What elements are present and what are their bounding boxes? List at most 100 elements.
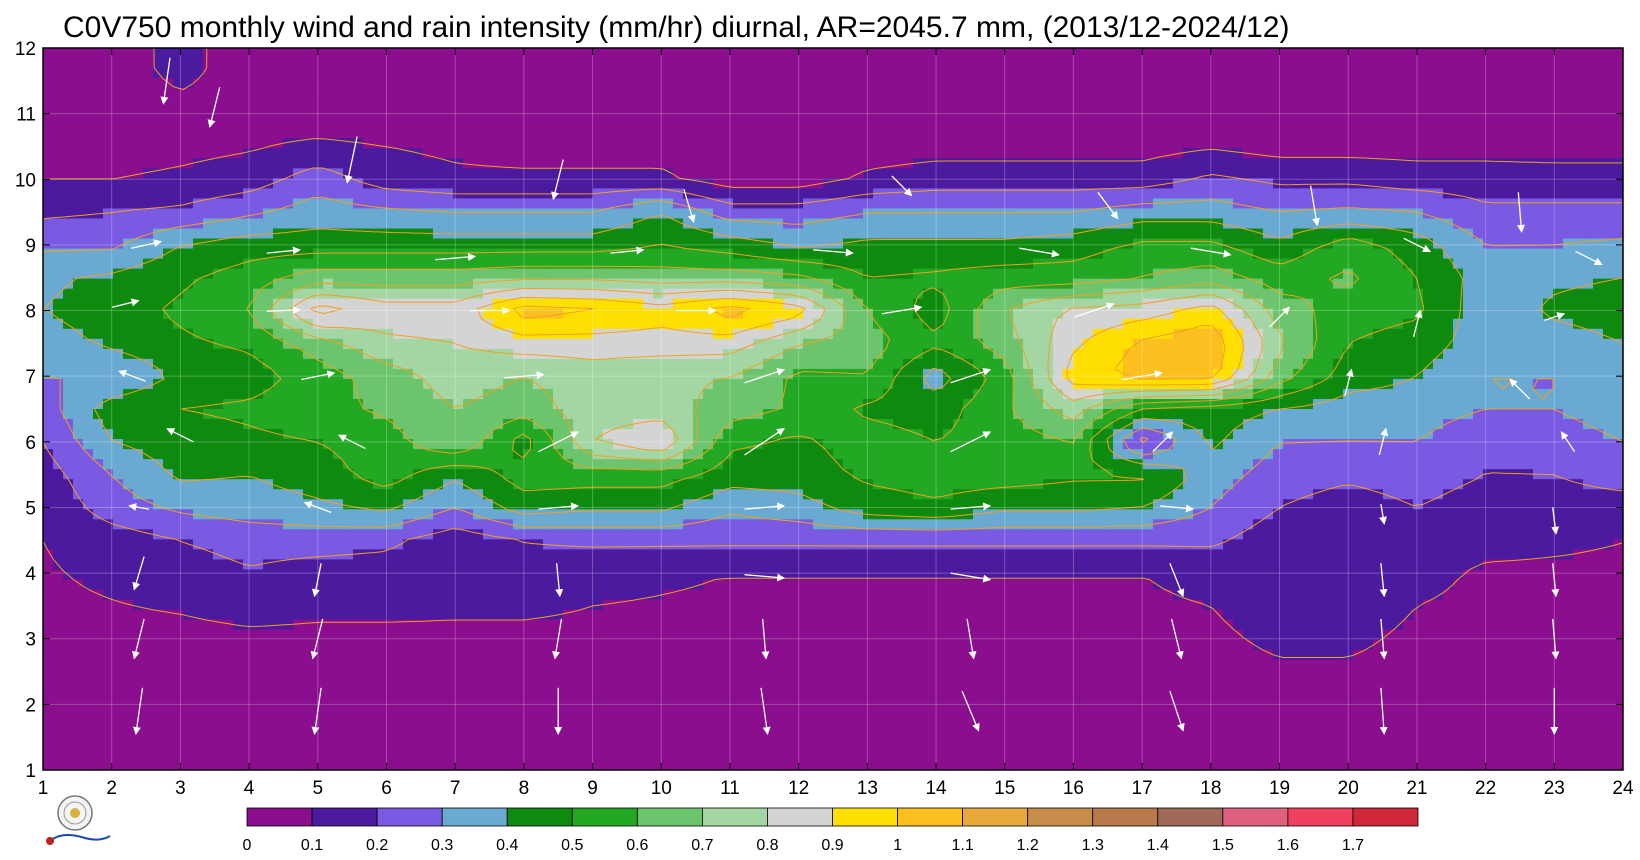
heat-cell xyxy=(1203,138,1214,149)
heat-cell xyxy=(113,198,124,210)
heat-cell xyxy=(1473,78,1484,89)
heat-cell xyxy=(1413,228,1424,240)
heat-cell xyxy=(183,298,194,310)
heat-cell xyxy=(1333,208,1344,220)
heat-cell xyxy=(863,278,874,290)
heat-cell xyxy=(213,98,224,109)
heat-cell xyxy=(643,48,654,59)
heat-cell xyxy=(1123,68,1134,79)
heat-cell xyxy=(83,168,94,179)
heat-cell xyxy=(1003,338,1014,350)
heat-cell xyxy=(863,98,874,109)
heat-cell xyxy=(413,298,424,310)
heat-cell xyxy=(833,78,844,89)
heat-cell xyxy=(613,118,624,129)
heat-cell xyxy=(1453,328,1464,340)
heat-cell xyxy=(633,88,644,99)
heat-cell xyxy=(483,268,494,280)
heat-cell xyxy=(1123,338,1134,350)
heat-cell xyxy=(163,108,174,119)
heat-cell xyxy=(1303,178,1314,189)
heat-cell xyxy=(733,178,744,189)
heat-cell xyxy=(733,88,744,99)
heat-cell xyxy=(43,208,54,220)
heat-cell xyxy=(913,148,924,159)
heat-cell xyxy=(1383,58,1394,69)
heat-cell xyxy=(1463,248,1474,260)
heat-cell xyxy=(393,128,404,139)
heat-cell xyxy=(613,278,624,290)
heat-cell xyxy=(1253,338,1264,350)
heat-cell xyxy=(843,208,854,220)
heat-cell xyxy=(1083,108,1094,119)
heat-cell xyxy=(1123,248,1134,260)
heat-cell xyxy=(823,188,834,200)
heat-cell xyxy=(1363,108,1374,119)
heat-cell xyxy=(163,288,174,300)
heat-cell xyxy=(543,128,554,139)
heat-cell xyxy=(493,128,504,139)
heat-cell xyxy=(903,58,914,69)
heat-cell xyxy=(1333,188,1344,200)
heat-cell xyxy=(63,258,74,270)
heat-cell xyxy=(1153,298,1164,310)
heat-cell xyxy=(163,268,174,280)
heat-cell xyxy=(1153,228,1164,240)
heat-cell xyxy=(853,88,864,99)
heat-cell xyxy=(1123,178,1134,189)
heat-cell xyxy=(133,108,144,119)
heat-cell xyxy=(1393,248,1404,260)
heat-cell xyxy=(1153,318,1164,330)
heat-cell xyxy=(113,118,124,129)
heat-cell xyxy=(1093,348,1104,360)
heat-cell xyxy=(323,198,334,210)
heat-cell xyxy=(1413,208,1424,220)
heat-cell xyxy=(1383,138,1394,149)
heat-cell xyxy=(803,148,814,159)
heat-cell xyxy=(503,68,514,79)
heat-cell xyxy=(1043,98,1054,109)
heat-cell xyxy=(1373,308,1384,320)
heat-cell xyxy=(53,188,64,200)
heat-cell xyxy=(1213,178,1224,189)
heat-cell xyxy=(1403,88,1414,99)
heat-cell xyxy=(813,58,824,69)
heat-cell xyxy=(533,48,544,59)
heat-cell xyxy=(1533,78,1544,89)
heat-cell xyxy=(773,228,784,240)
heat-cell xyxy=(1303,328,1314,340)
heat-cell xyxy=(543,308,554,320)
heat-cell xyxy=(403,148,414,159)
heat-cell xyxy=(543,208,554,220)
heat-cell xyxy=(313,78,324,89)
heat-cell xyxy=(393,148,404,159)
heat-cell xyxy=(1573,318,1584,330)
heat-cell xyxy=(1553,68,1564,79)
heat-cell xyxy=(1613,78,1623,89)
heat-cell xyxy=(723,358,734,370)
heat-cell xyxy=(1183,138,1194,149)
heat-cell xyxy=(163,208,174,220)
heat-cell xyxy=(893,248,904,260)
heat-cell xyxy=(1393,138,1404,149)
heat-cell xyxy=(1103,168,1114,179)
heat-cell xyxy=(1073,88,1084,99)
heat-cell xyxy=(53,88,64,99)
heat-cell xyxy=(903,308,914,320)
heat-cell xyxy=(663,208,674,220)
heat-cell xyxy=(323,68,334,79)
heat-cell xyxy=(543,178,554,189)
heat-cell xyxy=(383,108,394,119)
heat-cell xyxy=(43,88,54,99)
heat-cell xyxy=(263,198,274,210)
heat-cell xyxy=(1313,168,1324,179)
heat-cell xyxy=(1243,118,1254,129)
heat-cell xyxy=(933,58,944,69)
heat-cell xyxy=(573,248,584,260)
heat-cell xyxy=(543,198,554,210)
heat-cell xyxy=(463,148,474,159)
heat-cell xyxy=(523,98,534,109)
heat-cell xyxy=(433,78,444,89)
heat-cell xyxy=(1433,88,1444,99)
heat-cell xyxy=(1283,288,1294,300)
